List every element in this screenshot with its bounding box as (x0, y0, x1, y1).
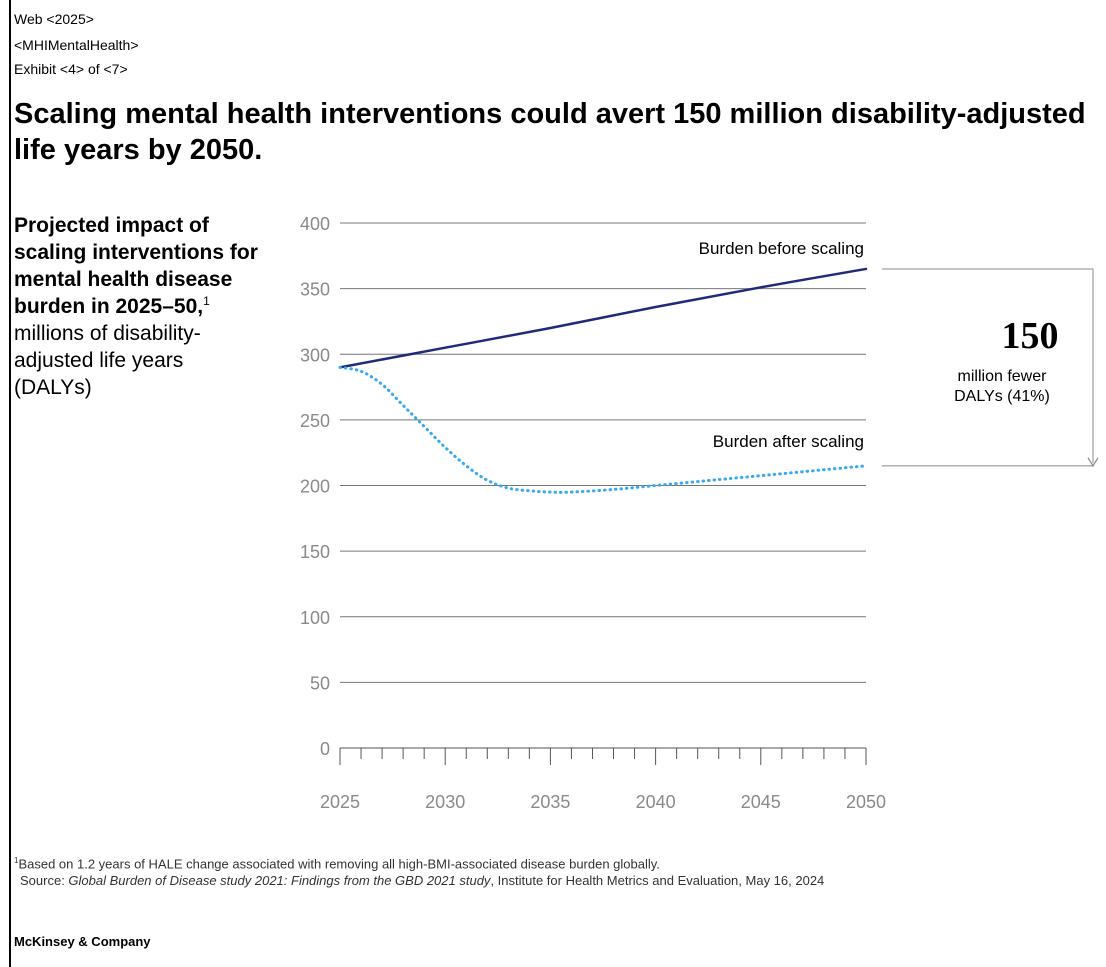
subtitle-rest: millions of disability-adjusted life yea… (14, 322, 201, 399)
footnote-text: Based on 1.2 years of HALE change associ… (18, 856, 660, 872)
bracket-arrow (1087, 457, 1099, 467)
series-line-after (338, 365, 868, 494)
label-after-scaling: Burden after scaling (713, 432, 864, 451)
y-tick-label-100: 100 (300, 608, 330, 628)
y-tick-label-0: 0 (320, 739, 330, 759)
y-tick-label-250: 250 (300, 411, 330, 431)
series-labels: Burden before scaling Burden after scalin… (699, 239, 864, 451)
y-tick-label-50: 50 (310, 673, 330, 693)
x-tick-label-2050: 2050 (846, 792, 886, 812)
source-prefix: Source: (20, 873, 69, 888)
callout-line-2: DALYs (41%) (954, 388, 1050, 405)
y-tick-label-300: 300 (300, 345, 330, 365)
source-rest: , Institute for Health Metrics and Evalu… (490, 873, 825, 888)
x-tick-label-2040: 2040 (636, 792, 676, 812)
subtitle-footnote-mark: 1 (203, 294, 210, 308)
callout-line-1: million fewer (958, 368, 1048, 385)
exhibit-title: Scaling mental health interventions coul… (14, 98, 1086, 166)
source-note: Source: Global Burden of Disease study 2… (20, 871, 824, 890)
source-title: Global Burden of Disease study 2021: Fin… (68, 873, 491, 888)
x-tick-label-2025: 2025 (320, 792, 360, 812)
x-tick-label-2045: 2045 (741, 792, 781, 812)
meta-line-2: <MHIMentalHealth> (14, 37, 139, 53)
footnote-mark: 1 (14, 856, 19, 865)
y-tick-label-400: 400 (300, 214, 330, 234)
x-tick-label-2035: 2035 (530, 792, 570, 812)
chart-series (338, 267, 868, 494)
meta-line-3: Exhibit <4> of <7> (14, 61, 128, 77)
chart-subtitle: Projected impact of scaling intervention… (14, 212, 264, 401)
left-rule (9, 0, 11, 967)
difference-bracket (882, 268, 1099, 467)
series-line-before (338, 267, 868, 369)
x-tick-label-2030: 2030 (425, 792, 465, 812)
label-before-scaling: Burden before scaling (699, 239, 864, 258)
x-axis: 2025 2030 2035 2040 2045 2050 (320, 747, 886, 812)
subtitle-bold: Projected impact of scaling intervention… (14, 214, 258, 318)
meta-line-1: Web <2025> (14, 11, 94, 27)
y-axis-ticks: 0 50 100 150 200 250 300 350 400 (300, 214, 330, 759)
y-tick-label-150: 150 (300, 542, 330, 562)
y-tick-label-350: 350 (300, 280, 330, 300)
footnote: 1Based on 1.2 years of HALE change assoc… (14, 851, 660, 873)
callout-value: 150 (1002, 315, 1059, 357)
brand-logo-text: McKinsey & Company (14, 934, 151, 949)
y-tick-label-200: 200 (300, 477, 330, 497)
chart-grid (340, 222, 866, 683)
